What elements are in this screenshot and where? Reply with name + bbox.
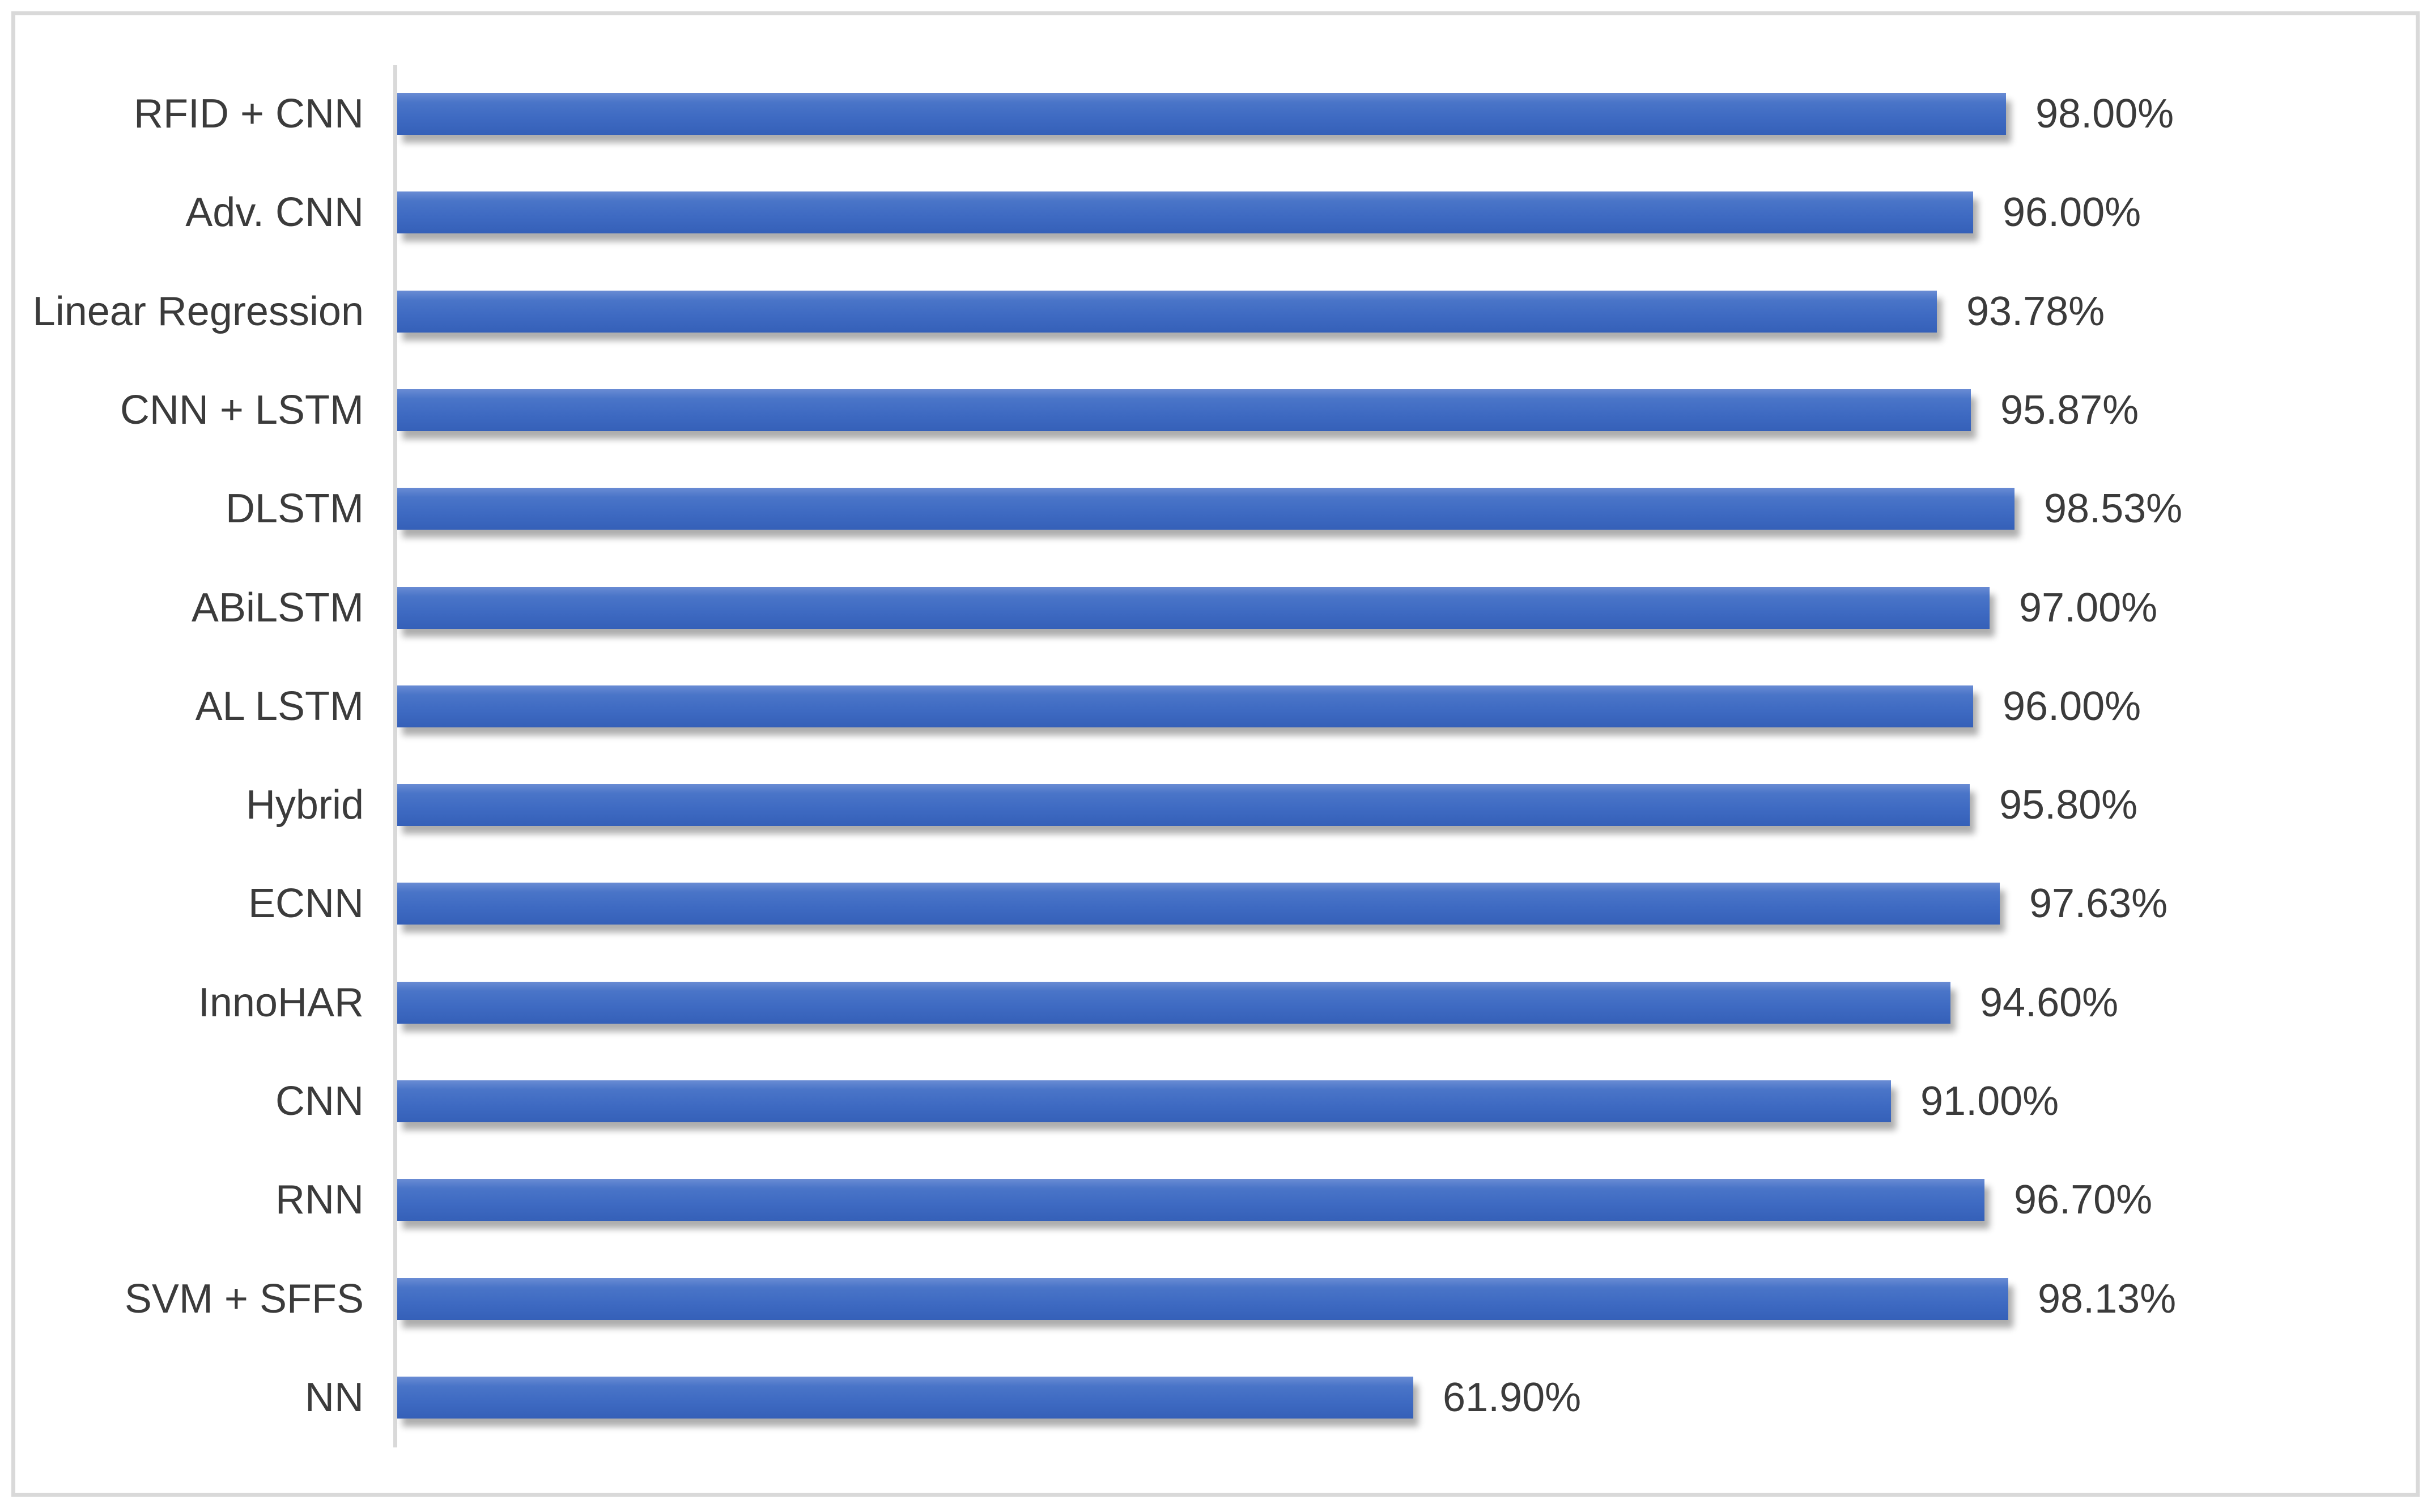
bar-row: InnoHAR 94.60% [0, 980, 2431, 1025]
value-label: 98.53% [2044, 486, 2183, 531]
bar [397, 784, 1970, 826]
value-label: 93.78% [1966, 289, 2105, 334]
bar [397, 587, 1990, 629]
value-label: 97.63% [2029, 881, 2168, 926]
bar [397, 488, 2014, 530]
category-label: InnoHAR [198, 980, 364, 1025]
bar [397, 685, 1973, 727]
value-label: 95.87% [2000, 387, 2139, 433]
bar [397, 93, 2006, 135]
bar-row: SVM + SFFS 98.13% [0, 1276, 2431, 1322]
bar-row: Adv. CNN 96.00% [0, 190, 2431, 235]
category-label: ABiLSTM [191, 585, 364, 631]
category-label: Linear Regression [32, 289, 364, 334]
category-label: Hybrid [245, 782, 364, 828]
bar [397, 291, 1937, 333]
value-label: 95.80% [1999, 782, 2138, 828]
bar-row: CNN 91.00% [0, 1079, 2431, 1124]
bar [397, 1179, 1984, 1221]
value-label: 96.00% [2003, 684, 2141, 729]
bar-row: RNN 96.70% [0, 1177, 2431, 1223]
category-label: CNN [275, 1079, 364, 1124]
value-label: 96.70% [2014, 1177, 2153, 1223]
category-label: NN [305, 1375, 364, 1420]
bar [397, 883, 2000, 925]
value-label: 91.00% [1920, 1079, 2059, 1124]
bar [397, 191, 1973, 233]
category-label: RNN [275, 1177, 364, 1223]
value-label: 96.00% [2003, 190, 2141, 235]
category-label: AL LSTM [195, 684, 364, 729]
bar-row: Hybrid 95.80% [0, 782, 2431, 828]
value-label: 61.90% [1443, 1375, 1582, 1420]
chart-frame [11, 11, 2420, 1497]
category-label: RFID + CNN [133, 91, 364, 137]
bar-row: DLSTM 98.53% [0, 486, 2431, 531]
bar [397, 1377, 1413, 1419]
bar-row: CNN + LSTM 95.87% [0, 387, 2431, 433]
bar-row: AL LSTM 96.00% [0, 684, 2431, 729]
y-axis-line [393, 65, 397, 1447]
bar [397, 1278, 2008, 1320]
category-label: DLSTM [225, 486, 364, 531]
category-label: SVM + SFFS [124, 1276, 364, 1322]
value-label: 97.00% [2019, 585, 2158, 631]
bar-row: ECNN 97.63% [0, 881, 2431, 926]
bar [397, 1080, 1891, 1122]
value-label: 94.60% [1980, 980, 2119, 1025]
category-label: Adv. CNN [185, 190, 364, 235]
bar-row: RFID + CNN 98.00% [0, 91, 2431, 137]
value-label: 98.00% [2035, 91, 2174, 137]
category-label: CNN + LSTM [120, 387, 364, 433]
bar [397, 389, 1971, 431]
bar-row: ABiLSTM 97.00% [0, 585, 2431, 631]
value-label: 98.13% [2038, 1276, 2177, 1322]
category-label: ECNN [248, 881, 364, 926]
bar-row: Linear Regression 93.78% [0, 289, 2431, 334]
bar [397, 982, 1950, 1024]
bar-row: NN 61.90% [0, 1375, 2431, 1420]
